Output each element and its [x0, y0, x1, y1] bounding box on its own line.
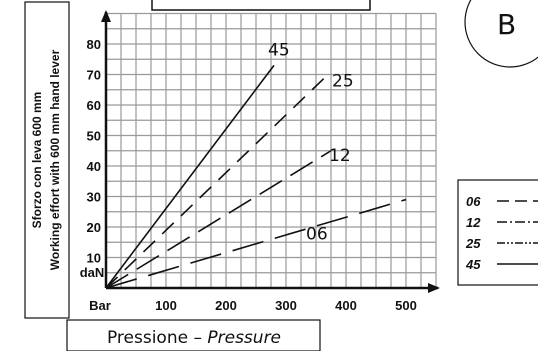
series-lines: 45 25 12 06 — [105, 40, 407, 289]
legend-code-45: 45 — [465, 257, 481, 272]
y-axis-arrow — [101, 10, 111, 22]
x-unit-label: Bar — [89, 298, 111, 313]
xlabel: Pressione – Pressure — [107, 328, 281, 348]
ylabel-line-2: Working effort with 600 mm hand lever — [48, 49, 62, 270]
legend-code-12: 12 — [466, 215, 481, 230]
y-tick-label: 80 — [87, 37, 101, 52]
y-tick-label: 50 — [87, 129, 101, 144]
y-tick-label: 30 — [87, 190, 101, 205]
x-tick-label: 400 — [335, 298, 357, 313]
ylabel-line-1: Sforzo con leva 600 mm — [30, 92, 44, 229]
x-tick-label: 100 — [155, 298, 177, 313]
legend: 06 12 25 45 — [465, 194, 538, 272]
badge-letter: B — [497, 8, 516, 41]
x-axis-arrow — [428, 283, 440, 293]
badge-circle — [464, 0, 538, 68]
xlabel-italic: Pressure — [207, 328, 281, 348]
series-label-12: 12 — [329, 146, 351, 166]
x-tick-label: 300 — [275, 298, 297, 313]
tick-labels: 100 200 300 400 500 10 20 30 40 50 60 70 80 Bar daN — [80, 37, 417, 313]
series-label-06: 06 — [306, 225, 328, 245]
axes — [101, 10, 440, 293]
y-tick-label: 40 — [87, 159, 101, 174]
series-label-25: 25 — [332, 72, 354, 92]
ylabel-box — [24, 1, 70, 319]
series-label-45: 45 — [268, 40, 290, 60]
x-tick-label: 200 — [215, 298, 237, 313]
legend-code-25: 25 — [465, 236, 481, 251]
series-line-06 — [105, 198, 407, 289]
y-tick-label: 10 — [87, 251, 101, 266]
y-tick-label: 70 — [87, 68, 101, 83]
grid — [106, 12, 437, 288]
legend-code-06: 06 — [466, 194, 481, 209]
y-unit-label: daN — [80, 265, 105, 280]
x-tick-label: 500 — [395, 298, 417, 313]
title-box — [151, 0, 371, 11]
xlabel-box — [66, 319, 321, 351]
series-line-45 — [105, 64, 275, 289]
y-tick-label: 20 — [87, 220, 101, 235]
y-tick-label: 60 — [87, 98, 101, 113]
xlabel-main: Pressione – — [107, 328, 207, 348]
legend-box — [457, 179, 538, 286]
series-line-12 — [105, 150, 332, 289]
